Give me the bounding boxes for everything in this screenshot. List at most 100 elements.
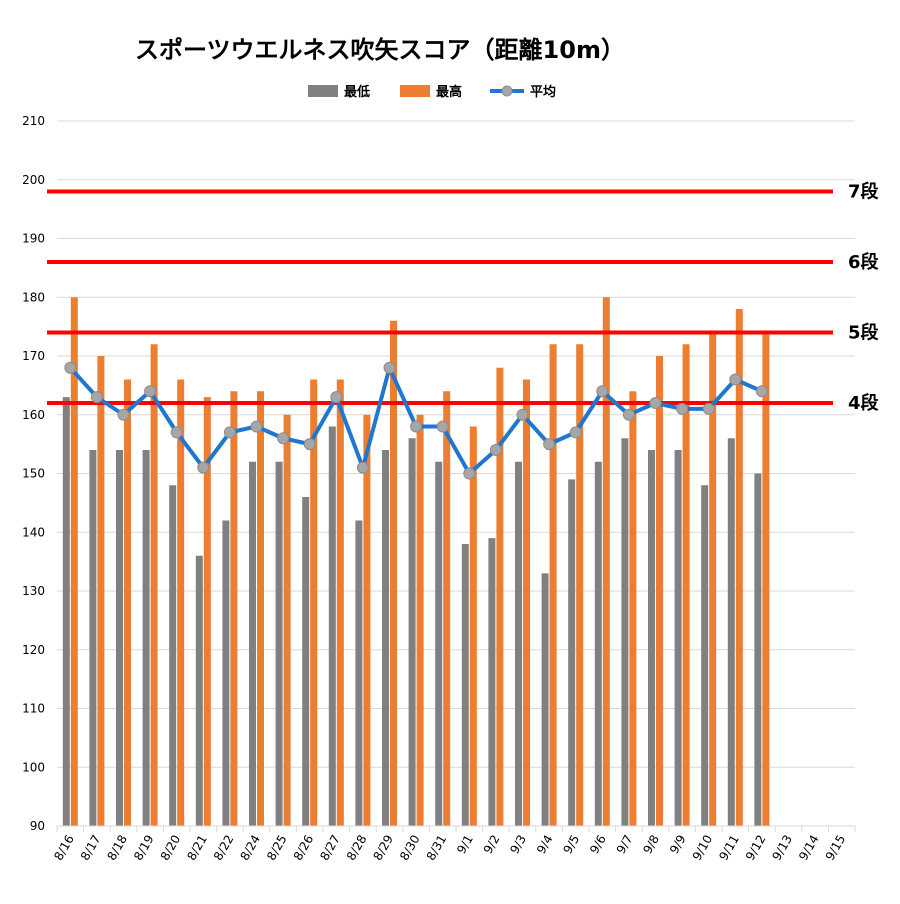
y-tick-label: 100 <box>22 760 45 774</box>
bar-max <box>549 344 557 826</box>
bar-min <box>435 461 443 826</box>
bar-max <box>629 391 637 826</box>
dan-label: 6段 <box>848 251 880 273</box>
chart-title: スポーツウエルネス吹矢スコア（距離10m） <box>135 36 625 64</box>
average-point <box>144 385 157 398</box>
bar-min <box>328 426 336 826</box>
bar-min <box>89 450 97 826</box>
x-tick-label: 9/12 <box>743 833 769 863</box>
y-tick-label: 150 <box>22 467 45 481</box>
x-tick-label: 9/11 <box>716 833 742 863</box>
x-axis-ticks: 8/16 8/17 8/18 8/19 8/20 8/21 8/22 8/24 8/25 8/26… <box>51 833 848 863</box>
average-point <box>596 385 609 398</box>
x-tick-label: 9/7 <box>614 833 636 857</box>
y-tick-label: 190 <box>22 232 45 246</box>
bar-min <box>727 438 735 826</box>
average-point <box>463 467 476 480</box>
legend-swatch-max <box>400 85 430 97</box>
x-tick-label: 8/24 <box>237 833 263 863</box>
bar-max <box>656 356 663 826</box>
legend-swatch-min <box>308 85 338 97</box>
bar-max <box>523 379 530 826</box>
y-tick-label: 180 <box>22 290 45 304</box>
average-line-layer <box>64 361 768 480</box>
x-tick-label: 8/29 <box>370 833 396 863</box>
average-point <box>330 391 343 404</box>
x-tick-label: 9/1 <box>454 833 476 857</box>
bar-max <box>257 391 264 826</box>
x-tick-label: 8/30 <box>397 833 423 863</box>
bar-max <box>602 297 610 826</box>
bar-max <box>203 397 211 826</box>
bar-max <box>150 344 158 826</box>
x-axis <box>56 825 856 832</box>
y-tick-label: 170 <box>22 349 45 363</box>
average-point <box>436 420 449 433</box>
bar-min <box>408 438 416 826</box>
x-tick-label: 8/21 <box>184 833 210 863</box>
y-tick-label: 160 <box>22 408 45 422</box>
bar-min <box>515 461 522 826</box>
bar-max <box>469 426 477 826</box>
average-point <box>569 426 582 439</box>
bar-min <box>302 497 310 826</box>
bar-max <box>97 356 105 826</box>
bar-min <box>621 438 629 826</box>
average-point <box>356 461 369 474</box>
bar-max <box>177 379 185 826</box>
bar-max <box>416 414 424 826</box>
bar-min <box>116 450 123 826</box>
bar-max <box>363 414 371 826</box>
average-point <box>383 361 396 374</box>
x-tick-label: 9/13 <box>769 833 795 863</box>
bar-min <box>249 461 256 826</box>
x-tick-label: 9/5 <box>561 833 583 857</box>
bar-min <box>275 461 283 826</box>
x-tick-label: 8/18 <box>104 833 130 863</box>
average-point <box>277 432 290 445</box>
bar-max <box>310 379 318 826</box>
x-tick-label: 8/20 <box>158 833 184 863</box>
average-point <box>622 408 635 421</box>
bar-min <box>674 450 682 826</box>
bar-max <box>283 414 291 826</box>
x-tick-label: 9/15 <box>823 833 849 863</box>
y-axis-ticks: 90 100 110 120 130 140 150 160 170 180 190 200 210 <box>22 114 45 833</box>
x-tick-label: 8/27 <box>317 833 343 863</box>
bar-max <box>709 332 717 826</box>
bar-max <box>230 391 238 826</box>
bar-min <box>382 450 389 826</box>
bar-max <box>70 297 78 826</box>
average-point <box>676 402 689 415</box>
bar-min <box>461 544 469 826</box>
x-tick-label: 8/31 <box>424 833 450 863</box>
y-tick-label: 140 <box>22 525 45 539</box>
x-tick-label: 9/14 <box>796 833 822 863</box>
legend-label-min: 最低 <box>344 84 370 100</box>
bar-max <box>336 379 344 826</box>
y-tick-label: 210 <box>22 114 45 128</box>
bar-min <box>754 473 762 826</box>
y-tick-label: 120 <box>22 643 45 657</box>
dan-label: 4段 <box>848 392 880 414</box>
bar-max <box>762 332 770 826</box>
bar-max <box>735 309 743 826</box>
bar-max <box>124 379 131 826</box>
bar-max <box>496 367 504 826</box>
bar-min <box>222 520 230 826</box>
x-tick-label: 8/19 <box>131 833 157 863</box>
legend-label-max: 最高 <box>436 84 462 100</box>
average-point <box>64 361 77 374</box>
legend-label-avg: 平均 <box>530 84 556 100</box>
average-point <box>170 426 183 439</box>
x-tick-label: 9/6 <box>587 833 609 857</box>
bar-layer <box>62 297 770 826</box>
average-point <box>250 420 263 433</box>
legend: 最低 最高 平均 <box>308 84 556 100</box>
bar-min <box>568 479 576 826</box>
bar-max <box>390 320 397 826</box>
x-tick-label: 9/9 <box>667 833 689 857</box>
x-tick-label: 9/10 <box>690 833 716 863</box>
